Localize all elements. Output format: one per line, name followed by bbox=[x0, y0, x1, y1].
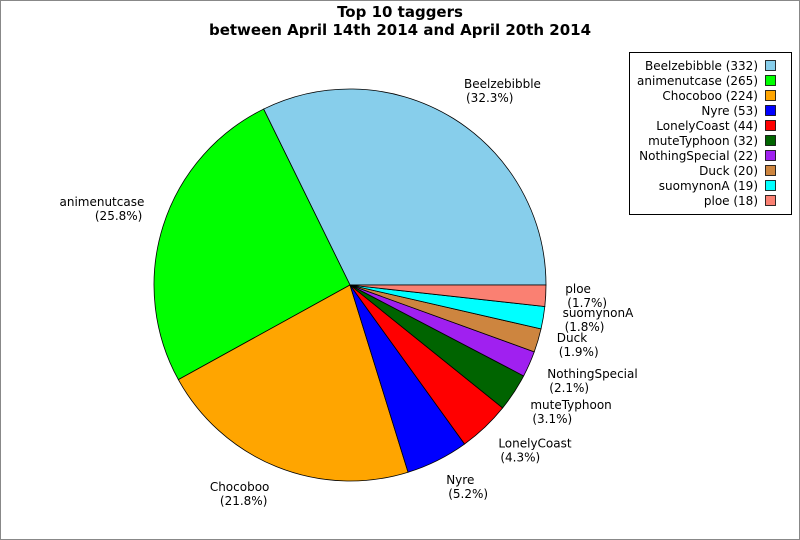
slice-label: Nyre bbox=[446, 473, 474, 487]
slice-label: suomynonA bbox=[563, 306, 635, 320]
slice-percent: (21.8%) bbox=[220, 494, 267, 508]
pie-slice bbox=[263, 88, 547, 286]
legend-label: animenutcase (265) bbox=[637, 74, 758, 88]
legend-swatch bbox=[765, 135, 776, 146]
pie-slice bbox=[177, 284, 409, 482]
pie-slice bbox=[349, 284, 547, 307]
slice-label: Duck bbox=[557, 331, 587, 345]
legend-swatch bbox=[765, 105, 776, 116]
legend-label: muteTyphoon (32) bbox=[648, 134, 758, 148]
slice-label: muteTyphoon bbox=[530, 398, 611, 412]
legend-swatch bbox=[765, 195, 776, 206]
slice-percent: (5.2%) bbox=[448, 487, 488, 501]
legend-label: Nyre (53) bbox=[701, 104, 758, 118]
legend-swatch bbox=[765, 60, 776, 71]
legend-label: Beelzebibble (332) bbox=[645, 59, 758, 73]
legend-label: LonelyCoast (44) bbox=[656, 119, 758, 133]
slice-percent: (25.8%) bbox=[95, 209, 142, 223]
slice-percent: (2.1%) bbox=[549, 381, 589, 395]
slice-percent: (4.3%) bbox=[500, 450, 540, 464]
legend-label: ploe (18) bbox=[704, 194, 758, 208]
legend-swatch bbox=[765, 75, 776, 86]
slice-label: LonelyCoast bbox=[498, 436, 572, 450]
slice-percent: (32.3%) bbox=[466, 91, 513, 105]
slice-label: NothingSpecial bbox=[547, 367, 637, 381]
slice-label: animenutcase bbox=[59, 195, 144, 209]
slice-percent: (3.1%) bbox=[532, 412, 572, 426]
slice-percent: (1.8%) bbox=[565, 320, 605, 334]
legend-swatch bbox=[765, 180, 776, 191]
legend-swatch bbox=[765, 90, 776, 101]
chart-title: Top 10 taggers bbox=[337, 3, 463, 21]
legend-swatch bbox=[765, 150, 776, 161]
slice-percent: (1.7%) bbox=[567, 296, 607, 310]
legend-swatch bbox=[765, 165, 776, 176]
legend-label: NothingSpecial (22) bbox=[639, 149, 758, 163]
chart-subtitle: between April 14th 2014 and April 20th 2… bbox=[209, 21, 591, 39]
slice-percent: (1.9%) bbox=[559, 345, 599, 359]
legend-label: Chocoboo (224) bbox=[662, 89, 758, 103]
slice-label: Chocoboo bbox=[210, 480, 270, 494]
legend-label: suomynonA (19) bbox=[659, 179, 758, 193]
legend-swatch bbox=[765, 120, 776, 131]
slice-label: ploe bbox=[565, 282, 591, 296]
legend-box bbox=[629, 52, 792, 215]
legend-label: Duck (20) bbox=[699, 164, 758, 178]
slice-label: Beelzebibble bbox=[464, 77, 541, 91]
